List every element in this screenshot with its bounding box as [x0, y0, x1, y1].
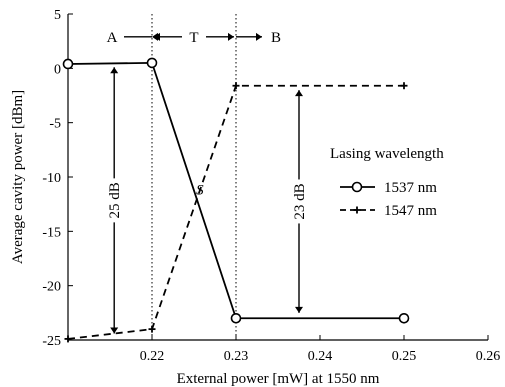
arrow-head [228, 32, 234, 41]
y-tick-label: -10 [42, 171, 61, 186]
data-point [400, 82, 408, 90]
arrow-head [295, 90, 303, 97]
gap-right-label: 23 dB [292, 183, 308, 219]
arrow-head [110, 67, 119, 74]
arrow-head [256, 32, 262, 41]
x-tick-label: 0.22 [140, 349, 165, 364]
y-tick-label: -15 [42, 225, 61, 240]
gap-right-label-group: 23 dB [290, 179, 308, 224]
data-point [398, 312, 410, 324]
series-group [62, 57, 410, 343]
x-tick-label: 0.25 [392, 349, 417, 364]
legend-label: 1547 nm [384, 203, 437, 219]
legend-marker [351, 181, 363, 193]
y-tick-label: 0 [54, 62, 61, 77]
arrow-head [295, 306, 303, 313]
region-a-label: A [107, 30, 118, 46]
arrow-head [110, 327, 119, 334]
region-t-label: T [189, 30, 198, 46]
legend-items: 1537 nm 1547 nm [340, 180, 437, 219]
gap-left-label-bg [105, 178, 124, 223]
y-tick-label: -25 [42, 334, 61, 349]
series-line-1547-nm [67, 84, 404, 340]
x-tick-label: 0.23 [224, 349, 249, 364]
legend-label: 1537 nm [384, 180, 437, 196]
gap-left-label-group: 25 dB [105, 178, 124, 223]
switch-point-label: S [196, 182, 204, 198]
data-point [232, 82, 240, 90]
y-tick-label: 5 [54, 8, 61, 23]
legend: Lasing wavelength 1537 nm 1547 nm [330, 146, 444, 219]
annotation-arrows [110, 32, 303, 334]
y-tick-label: -20 [42, 280, 61, 295]
y-axis-label: Average cavity power [dBm] [10, 90, 26, 264]
x-tick-label: 0.24 [308, 349, 333, 364]
x-tick-label: 0.26 [476, 349, 501, 364]
gap-right-label-bg [290, 179, 308, 224]
y-tick-label: -5 [49, 117, 61, 132]
arrow-head [154, 32, 160, 41]
x-axis-ticks: 0.22 0.23 0.24 0.25 0.26 [140, 335, 501, 364]
x-axis-label: External power [mW] at 1550 nm [177, 371, 380, 387]
region-b-label: B [271, 30, 281, 46]
legend-title: Lasing wavelength [330, 146, 444, 162]
data-point [64, 335, 72, 343]
data-point [146, 57, 158, 69]
series-line-1537-nm [67, 61, 404, 320]
data-point [230, 312, 242, 324]
y-axis-ticks: 5 0 -5 -10 -15 -20 -25 [42, 8, 73, 349]
gap-left-label: 25 dB [107, 182, 123, 218]
annotations: A T B S 25 dB 23 dB [105, 30, 308, 334]
data-point [62, 58, 74, 70]
data-point [148, 325, 156, 333]
